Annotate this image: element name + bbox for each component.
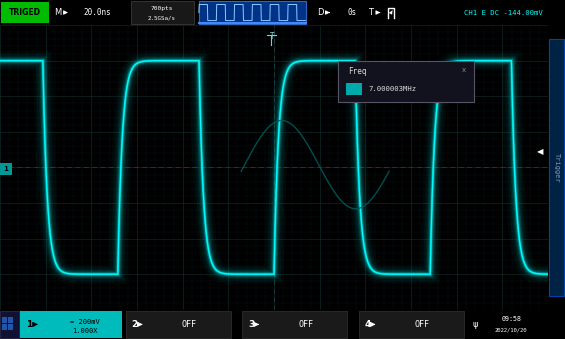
Text: Trigger: Trigger: [554, 153, 559, 182]
FancyBboxPatch shape: [8, 324, 13, 330]
Text: T: T: [368, 8, 373, 17]
Text: = 200mV: = 200mV: [71, 319, 100, 325]
FancyBboxPatch shape: [2, 317, 7, 323]
Text: OFF: OFF: [298, 320, 313, 329]
Text: 09:58: 09:58: [501, 316, 521, 322]
FancyBboxPatch shape: [359, 311, 464, 338]
FancyBboxPatch shape: [346, 83, 362, 95]
Text: D: D: [317, 8, 323, 17]
Text: 2: 2: [132, 320, 138, 329]
FancyBboxPatch shape: [131, 1, 194, 24]
Text: CH1 E DC -144.00mV: CH1 E DC -144.00mV: [464, 9, 543, 16]
FancyBboxPatch shape: [2, 324, 7, 330]
Text: ◀: ◀: [537, 147, 544, 156]
FancyBboxPatch shape: [126, 311, 231, 338]
FancyBboxPatch shape: [549, 39, 564, 296]
Text: ψ: ψ: [472, 320, 478, 329]
Polygon shape: [0, 163, 12, 175]
Text: T: T: [270, 32, 275, 41]
Text: OFF: OFF: [182, 320, 197, 329]
FancyBboxPatch shape: [8, 317, 13, 323]
Text: 7.000003MHz: 7.000003MHz: [368, 86, 416, 92]
Text: 4: 4: [364, 320, 371, 329]
Text: TRIGED: TRIGED: [9, 8, 41, 17]
Text: 1.000X: 1.000X: [73, 328, 98, 334]
Text: 0s: 0s: [347, 8, 357, 17]
Text: 2.5GSa/s: 2.5GSa/s: [148, 16, 176, 21]
FancyBboxPatch shape: [338, 61, 474, 102]
FancyBboxPatch shape: [1, 311, 19, 338]
FancyBboxPatch shape: [242, 311, 347, 338]
FancyBboxPatch shape: [199, 1, 306, 24]
Text: 20.0ns: 20.0ns: [83, 8, 111, 17]
Text: OFF: OFF: [415, 320, 429, 329]
FancyBboxPatch shape: [20, 311, 122, 338]
Text: M: M: [55, 8, 62, 17]
Text: Freq: Freq: [348, 67, 367, 76]
FancyBboxPatch shape: [1, 2, 50, 23]
Text: 1: 1: [26, 320, 32, 329]
Text: 700pts: 700pts: [151, 5, 173, 11]
Text: 1: 1: [3, 166, 8, 172]
Text: 2022/10/20: 2022/10/20: [495, 327, 528, 333]
Text: 3: 3: [248, 320, 254, 329]
Text: x: x: [462, 67, 466, 73]
